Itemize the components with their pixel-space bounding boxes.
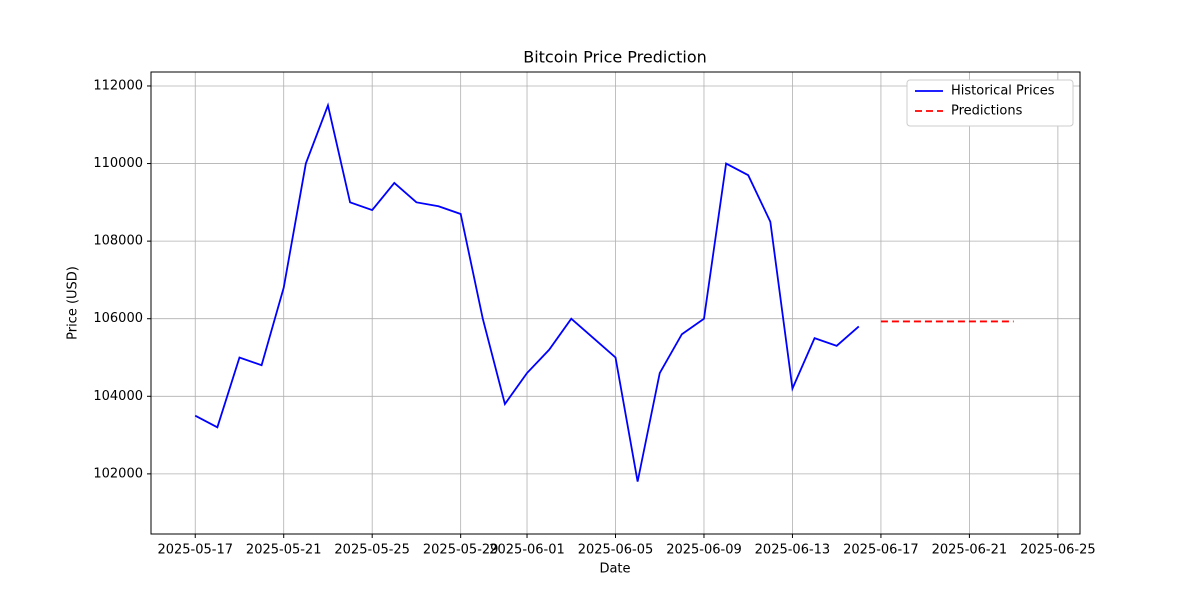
y-tick-label: 108000	[93, 234, 143, 249]
x-tick-label: 2025-05-17	[157, 543, 233, 558]
legend-label: Historical Prices	[951, 84, 1055, 99]
y-tick-label: 110000	[93, 156, 143, 171]
y-tick-label: 112000	[93, 78, 143, 93]
y-tick-label: 102000	[93, 466, 143, 481]
x-axis-label: Date	[599, 562, 630, 577]
x-tick-label: 2025-06-13	[755, 543, 831, 558]
x-tick-label: 2025-05-21	[246, 543, 322, 558]
x-tick-label: 2025-06-01	[489, 543, 565, 558]
plot-frame	[150, 71, 1081, 535]
series-line	[194, 102, 860, 482]
y-tick-label: 104000	[93, 389, 143, 404]
x-tick-label: 2025-05-29	[423, 543, 499, 558]
legend: Historical Prices Predictions	[906, 79, 1074, 127]
y-tick-label: 106000	[93, 311, 143, 326]
x-tick-label: 2025-06-21	[932, 543, 1008, 558]
x-tick-label: 2025-06-09	[666, 543, 742, 558]
legend-label: Predictions	[951, 104, 1023, 119]
legend-box	[906, 79, 1074, 127]
x-tick-label: 2025-06-05	[578, 543, 654, 558]
x-tick-label: 2025-06-25	[1020, 543, 1096, 558]
chart-title: Bitcoin Price Prediction	[523, 48, 707, 67]
x-tick-label: 2025-06-17	[843, 543, 919, 558]
y-axis-label: Price (USD)	[66, 266, 81, 340]
x-tick-label: 2025-05-25	[334, 543, 410, 558]
